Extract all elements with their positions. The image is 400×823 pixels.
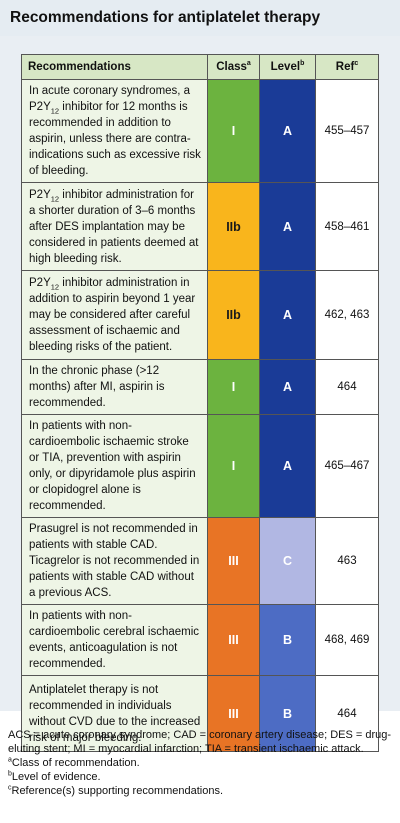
reference-cell: 455–457 bbox=[315, 79, 379, 183]
level-badge: A bbox=[259, 79, 316, 183]
level-badge: A bbox=[259, 359, 316, 415]
table-row: In the chronic phase (>12 months) after … bbox=[21, 359, 379, 415]
class-badge: I bbox=[207, 79, 260, 183]
class-badge: III bbox=[207, 604, 260, 676]
reference-cell: 464 bbox=[315, 359, 379, 415]
table-row: P2Y12 inhibitor administration for a sho… bbox=[21, 182, 379, 271]
class-badge: III bbox=[207, 517, 260, 605]
footnote-b: bLevel of evidence. bbox=[8, 770, 101, 783]
level-badge: B bbox=[259, 675, 316, 752]
table-row: In patients with non-cardioembolic ischa… bbox=[21, 414, 379, 518]
recommendation-text: Antiplatelet therapy is not recommended … bbox=[21, 675, 208, 752]
table-header-row: Recommendations Classa Levelb Refc bbox=[21, 54, 379, 80]
table-row: Antiplatelet therapy is not recommended … bbox=[21, 675, 379, 752]
recommendations-table: Recommendations Classa Levelb Refc In ac… bbox=[21, 54, 379, 752]
recommendation-text: In acute coronary syndromes, a P2Y12 inh… bbox=[21, 79, 208, 183]
level-badge: C bbox=[259, 517, 316, 605]
header-class: Classa bbox=[207, 54, 260, 80]
header-ref: Refc bbox=[315, 54, 379, 80]
recommendation-text: In patients with non-cardioembolic ischa… bbox=[21, 414, 208, 518]
footnotes: ACS = acute coronary syndrome; CAD = cor… bbox=[8, 728, 394, 798]
panel-title: Recommendations for antiplatelet therapy bbox=[0, 0, 400, 38]
reference-cell: 462, 463 bbox=[315, 270, 379, 360]
level-badge: A bbox=[259, 414, 316, 518]
table-row: Prasugrel is not recommended in patients… bbox=[21, 517, 379, 605]
class-badge: I bbox=[207, 359, 260, 415]
header-level-sup: b bbox=[300, 60, 305, 68]
level-badge: B bbox=[259, 604, 316, 676]
header-class-sup: a bbox=[246, 60, 251, 68]
reference-cell: 463 bbox=[315, 517, 379, 605]
level-badge: A bbox=[259, 182, 316, 271]
class-badge: I bbox=[207, 414, 260, 518]
class-badge: IIb bbox=[207, 182, 260, 271]
table-box: Recommendations Classa Levelb Refc In ac… bbox=[0, 36, 400, 752]
reference-cell: 465–467 bbox=[315, 414, 379, 518]
recommendation-text: Prasugrel is not recommended in patients… bbox=[21, 517, 208, 605]
recommendation-text: P2Y12 inhibitor administration in additi… bbox=[21, 270, 208, 360]
reference-cell: 464 bbox=[315, 675, 379, 752]
table-row: In patients with non-cardioembolic cereb… bbox=[21, 604, 379, 676]
footnote-c: cReference(s) supporting recommendations… bbox=[8, 784, 224, 797]
footnote-a: aClass of recommendation. bbox=[8, 756, 140, 769]
recommendation-text: In the chronic phase (>12 months) after … bbox=[21, 359, 208, 415]
reference-cell: 458–461 bbox=[315, 182, 379, 271]
reference-cell: 468, 469 bbox=[315, 604, 379, 676]
class-badge: IIb bbox=[207, 270, 260, 360]
table-row: P2Y12 inhibitor administration in additi… bbox=[21, 270, 379, 360]
recommendation-text: P2Y12 inhibitor administration for a sho… bbox=[21, 182, 208, 271]
recommendation-text: In patients with non-cardioembolic cereb… bbox=[21, 604, 208, 676]
header-ref-sup: c bbox=[354, 60, 359, 68]
header-recommendations: Recommendations bbox=[21, 54, 208, 80]
table-row: In acute coronary syndromes, a P2Y12 inh… bbox=[21, 79, 379, 183]
header-level: Levelb bbox=[259, 54, 316, 80]
abbreviations-note: ACS = acute coronary syndrome; CAD = cor… bbox=[8, 729, 392, 755]
level-badge: A bbox=[259, 270, 316, 360]
